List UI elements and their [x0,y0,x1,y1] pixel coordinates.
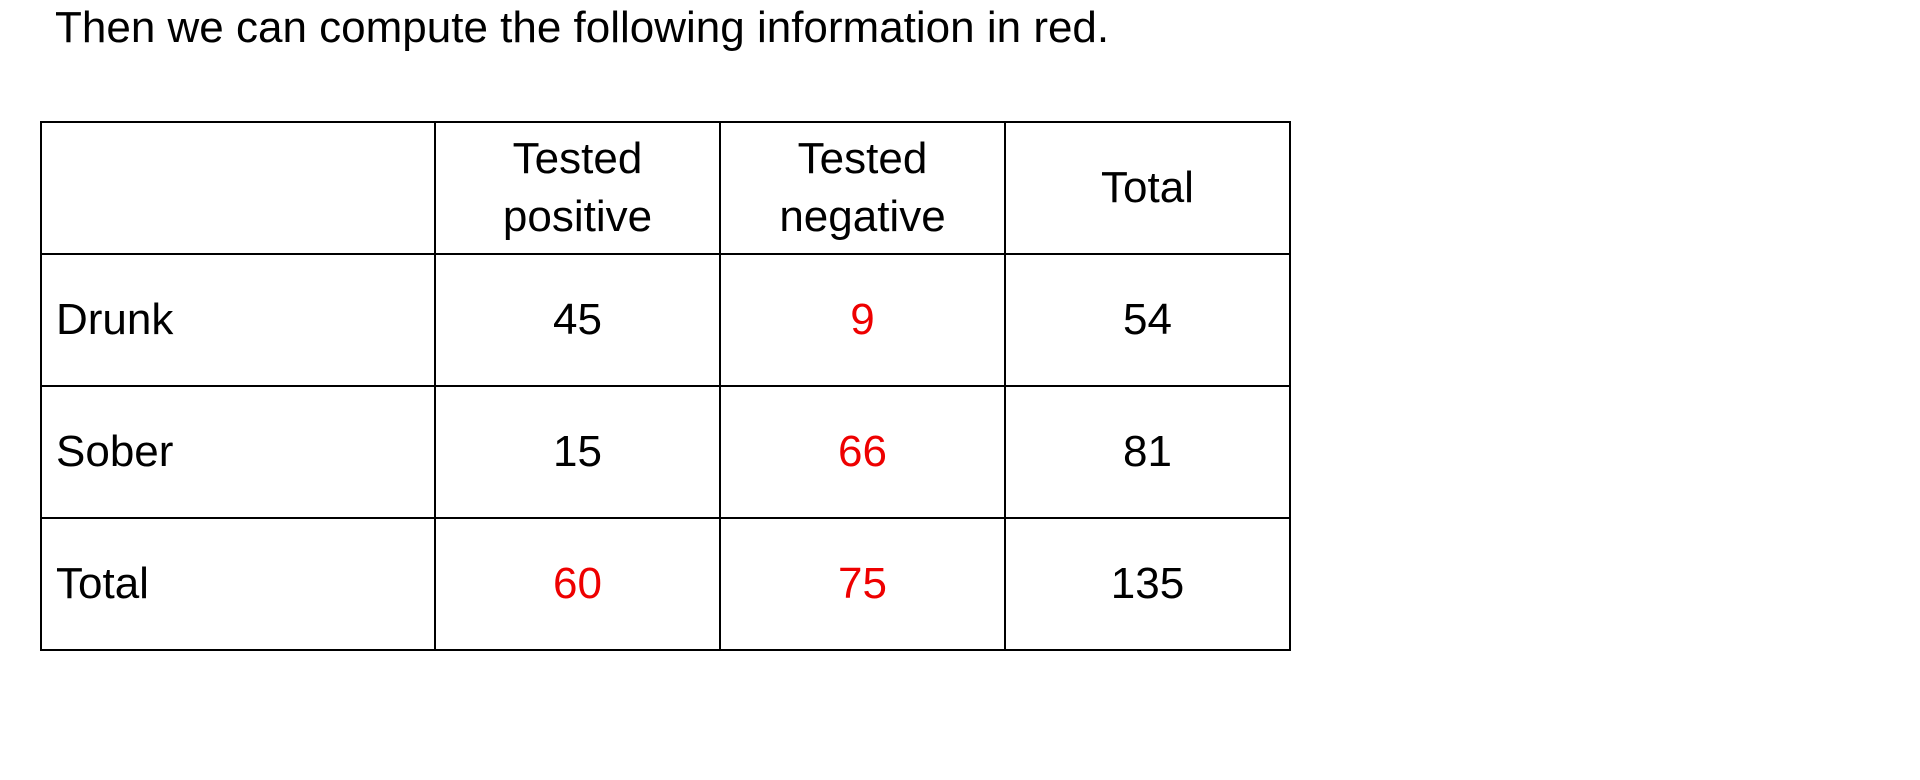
table-cell: 81 [1004,385,1291,519]
table-row-sober: Sober 15 66 81 [40,385,1291,519]
row-label: Sober [40,385,436,519]
table-cell: 135 [1004,517,1291,651]
row-label: Drunk [40,253,436,387]
intro-text: Then we can compute the following inform… [55,3,1110,52]
table-cell: 45 [434,253,721,387]
table-header-row: Tested positive Tested negative Total [40,121,1291,255]
table-cell: 9 [719,253,1006,387]
table-cell: 54 [1004,253,1291,387]
header-line: Tested [512,134,643,183]
table-cell: 66 [719,385,1006,519]
table-row-total: Total 60 75 135 [40,517,1291,651]
header-line: negative [779,192,946,241]
table-cell: 75 [719,517,1006,651]
corner-cell [40,121,436,255]
row-label: Total [40,517,436,651]
header-line: positive [502,192,653,241]
table-cell: 60 [434,517,721,651]
header-tested-negative: Tested negative [719,121,1006,255]
header-tested-positive: Tested positive [434,121,721,255]
table-cell: 15 [434,385,721,519]
table-row-drunk: Drunk 45 9 54 [40,253,1291,387]
contingency-table: Tested positive Tested negative Total Dr… [40,121,1291,651]
header-line: Tested [797,134,928,183]
header-total: Total [1004,121,1291,255]
header-line: Total [1101,163,1194,212]
